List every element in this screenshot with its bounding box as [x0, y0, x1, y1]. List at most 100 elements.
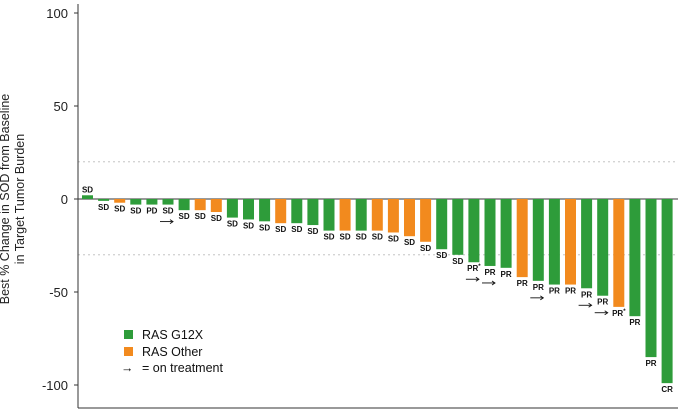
bar-25	[468, 199, 480, 263]
y-axis-label-line2: in Target Tumor Burden	[13, 134, 27, 264]
bar-8	[194, 199, 206, 211]
bar-19	[371, 199, 383, 231]
on-treatment-arrowhead-33	[604, 310, 609, 316]
legend-label-on-treatment: = on treatment	[142, 361, 223, 375]
bar-label-11: SD	[243, 221, 254, 230]
y-ticks: 100 50 0 -50 -100	[42, 6, 78, 393]
bar-18	[355, 199, 367, 231]
bar-label-37: CR	[661, 385, 673, 394]
bar-9	[210, 199, 222, 213]
bar-26	[484, 199, 496, 266]
y-tick-label: 50	[54, 99, 68, 114]
bar-20	[387, 199, 399, 233]
y-axis-label: Best % Change in SOD from Baseline	[0, 94, 12, 305]
bar-label-18: SD	[356, 233, 367, 242]
on-treatment-arrowhead-26	[491, 280, 496, 286]
y-tick-label: 0	[61, 192, 68, 207]
bar-36	[645, 199, 657, 358]
bar-3	[114, 199, 126, 203]
bar-30	[548, 199, 560, 285]
legend-label-g12x: RAS G12X	[142, 328, 204, 342]
bar-4	[130, 199, 142, 205]
bar-label-6: SD	[162, 207, 173, 216]
bar-31	[565, 199, 576, 285]
bar-label-30: PR	[549, 287, 560, 296]
bar-16	[323, 199, 335, 231]
bar-7	[178, 199, 190, 211]
on-treatment-arrowhead-6	[169, 219, 174, 224]
bar-label-13: SD	[275, 225, 286, 234]
bar-32	[581, 199, 593, 289]
bar-13	[275, 199, 287, 224]
bar-label-23: SD	[436, 251, 447, 260]
bar-10	[226, 199, 238, 218]
bar-labels: SD SD SD SD PD SD SD SD SD SD SD SD SD SD SD SD SD SD SD SD…	[82, 185, 673, 394]
bar-label-3: SD	[114, 205, 125, 214]
y-tick-label: 100	[46, 6, 68, 21]
bar-label-34: PR*	[612, 309, 626, 318]
bar-14	[291, 199, 303, 224]
bar-29	[532, 199, 544, 281]
y-tick-label: -100	[42, 378, 68, 393]
bar-label-17: SD	[340, 233, 351, 242]
bar-label-36: PR	[645, 359, 656, 368]
bar-11	[243, 199, 254, 220]
bar-label-31: PR	[565, 287, 576, 296]
bar-label-2: SD	[98, 203, 109, 212]
y-axis-label-line1: Best % Change in SOD from Baseline	[0, 94, 12, 305]
bar-label-22: SD	[420, 244, 431, 253]
bar-37	[661, 199, 673, 384]
bar-label-21: SD	[404, 238, 415, 247]
bar-label-15: SD	[307, 227, 318, 236]
bar-label-10: SD	[227, 220, 238, 229]
bar-label-33: PR	[597, 298, 608, 307]
bar-label-19: SD	[372, 233, 383, 242]
bar-35	[629, 199, 641, 317]
on-treatment-arrows	[160, 219, 609, 316]
bar-17	[339, 199, 351, 231]
bar-27	[500, 199, 512, 268]
bar-15	[307, 199, 319, 226]
bar-label-1: SD	[82, 185, 93, 194]
bar-24	[452, 199, 464, 255]
bars	[82, 195, 673, 384]
legend-swatch-g12x	[124, 330, 133, 339]
legend-label-other: RAS Other	[142, 345, 202, 359]
bar-34	[613, 199, 625, 307]
bar-label-27: PR	[501, 270, 512, 279]
bar-label-12: SD	[259, 223, 270, 232]
on-treatment-arrowhead-32	[588, 302, 593, 308]
bar-label-24: SD	[452, 257, 463, 266]
bar-label-25: PR*	[467, 264, 481, 273]
bar-23	[436, 199, 448, 250]
bar-6	[162, 199, 174, 205]
bar-label-28: PR	[517, 279, 528, 288]
bar-2	[98, 199, 110, 201]
bar-33	[597, 199, 609, 296]
bar-label-26: PR	[484, 268, 495, 277]
bar-label-20: SD	[388, 234, 399, 243]
bar-22	[420, 199, 432, 242]
bar-label-35: PR	[629, 318, 640, 327]
bar-label-9: SD	[211, 214, 222, 223]
bar-label-5: PD	[146, 207, 157, 216]
bar-1	[82, 195, 93, 199]
bar-label-4: SD	[130, 207, 141, 216]
bar-label-7: SD	[179, 212, 190, 221]
y-axis-label-2: in Target Tumor Burden	[13, 134, 27, 264]
reference-lines	[78, 161, 678, 256]
bar-28	[516, 199, 528, 278]
on-treatment-arrowhead-29	[540, 295, 545, 301]
bar-5	[146, 199, 158, 205]
bar-label-16: SD	[323, 233, 334, 242]
on-treatment-arrowhead-25	[475, 276, 480, 282]
bar-label-8: SD	[195, 212, 206, 221]
bar-21	[404, 199, 415, 237]
bar-label-29: PR	[533, 283, 544, 292]
bar-label-32: PR	[581, 290, 592, 299]
legend: RAS G12X RAS Other → = on treatment	[121, 328, 223, 375]
legend-swatch-other	[124, 347, 133, 356]
legend-arrow-icon: →	[121, 361, 134, 375]
bar-12	[259, 199, 271, 222]
